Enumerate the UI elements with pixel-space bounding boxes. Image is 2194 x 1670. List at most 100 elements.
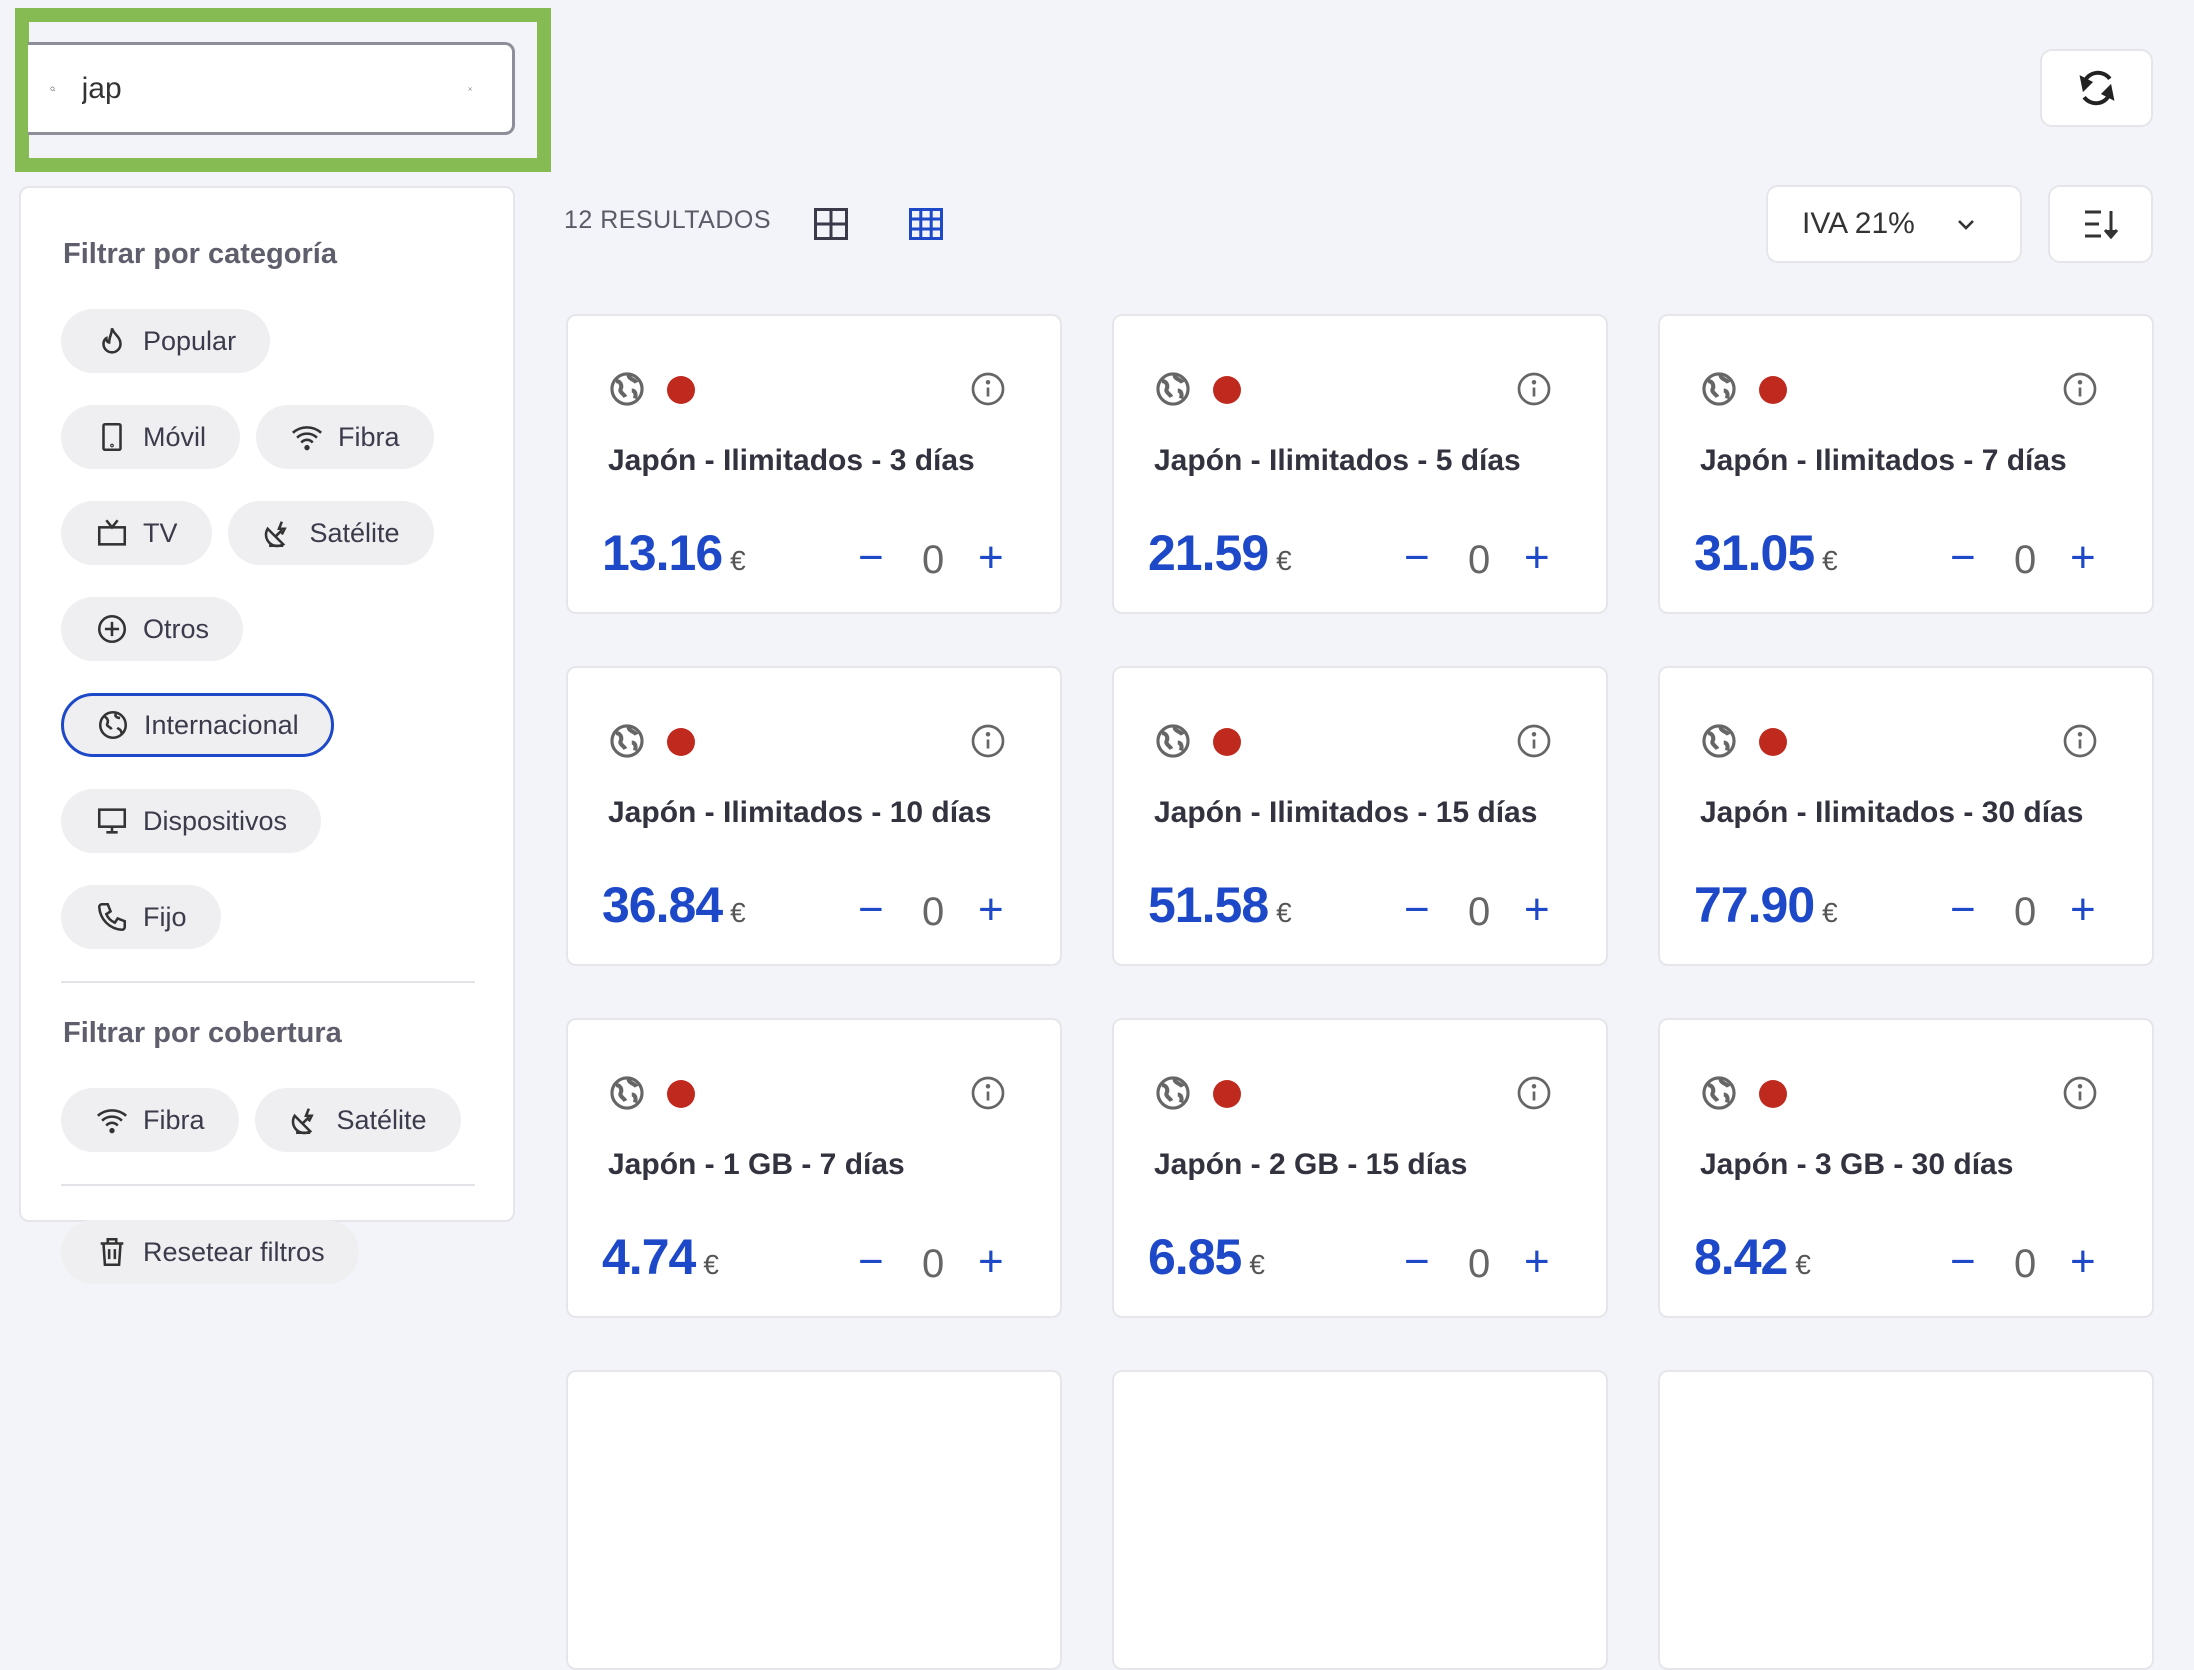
product-card[interactable]: Japón - Ilimitados - 10 días 36.84 € − 0 …: [566, 666, 1062, 966]
refresh-icon: [2079, 70, 2114, 106]
product-price: 4.74 €: [602, 1228, 719, 1286]
chevron-down-icon: [1958, 220, 1974, 230]
currency: €: [730, 545, 746, 576]
increase-quantity-button[interactable]: +: [978, 1237, 1004, 1286]
increase-quantity-button[interactable]: +: [978, 533, 1004, 582]
refresh-button[interactable]: [2040, 49, 2153, 127]
product-card[interactable]: Japón - Ilimitados - 3 días 13.16 € − 0 +: [566, 314, 1062, 614]
decrease-quantity-button[interactable]: −: [1950, 885, 1976, 934]
quantity-value: 0: [922, 538, 945, 582]
price-value: 6.85: [1148, 1229, 1242, 1285]
status-dot: [1213, 1080, 1241, 1108]
category-chip-móvil[interactable]: Móvil: [61, 405, 241, 469]
reset-filters-label: Resetear filtros: [143, 1236, 325, 1267]
product-title: Japón - Ilimitados - 15 días: [1154, 796, 1538, 829]
product-card[interactable]: Japón - Ilimitados - 7 días 31.05 € − 0 +: [1658, 314, 2154, 614]
decrease-quantity-button[interactable]: −: [1950, 533, 1976, 582]
info-icon[interactable]: [2062, 371, 2098, 407]
coverage-chip-satélite[interactable]: Satélite: [254, 1088, 461, 1152]
status-dot: [1759, 728, 1787, 756]
product-price: 6.85 €: [1148, 1228, 1265, 1286]
decrease-quantity-button[interactable]: −: [858, 885, 884, 934]
category-chip-fijo[interactable]: Fijo: [61, 885, 221, 949]
flame-icon: [102, 327, 122, 354]
info-icon[interactable]: [1516, 371, 1552, 407]
product-price: 13.16 €: [602, 524, 746, 582]
category-chips: Popular Móvil Fibra TV Satélite Otros Internac…: [61, 309, 481, 949]
currency: €: [1822, 897, 1838, 928]
increase-quantity-button[interactable]: +: [2070, 1237, 2096, 1286]
increase-quantity-button[interactable]: +: [978, 885, 1004, 934]
clear-search-icon[interactable]: [468, 75, 472, 103]
plus-circle-icon: [97, 614, 127, 644]
info-icon[interactable]: [970, 1075, 1006, 1111]
info-icon[interactable]: [1516, 1075, 1552, 1111]
decrease-quantity-button[interactable]: −: [1404, 533, 1430, 582]
quantity-value: 0: [2014, 890, 2037, 934]
decrease-quantity-button[interactable]: −: [858, 1237, 884, 1286]
category-chip-popular[interactable]: Popular: [61, 309, 271, 373]
status-dot: [1759, 376, 1787, 404]
currency: €: [1795, 1249, 1811, 1280]
status-dot: [667, 1080, 695, 1108]
product-card[interactable]: Japón - Ilimitados - 15 días 51.58 € − 0 …: [1112, 666, 1608, 966]
price-value: 36.84: [602, 877, 723, 933]
price-value: 8.42: [1694, 1229, 1788, 1285]
trash-icon: [100, 1237, 124, 1267]
wifi-icon: [291, 426, 323, 451]
chip-label: Fibra: [338, 421, 400, 452]
price-value: 77.90: [1694, 877, 1815, 933]
increase-quantity-button[interactable]: +: [1524, 885, 1550, 934]
mobile-icon: [102, 422, 122, 452]
category-chip-internacional[interactable]: Internacional: [61, 693, 334, 757]
grid-2x2-view-icon[interactable]: [814, 208, 848, 240]
coverage-chip-fibra[interactable]: Fibra: [61, 1088, 239, 1152]
product-card[interactable]: [1112, 1370, 1608, 1670]
tv-icon: [97, 519, 127, 546]
iva-select-value: IVA 21%: [1802, 207, 1915, 240]
increase-quantity-button[interactable]: +: [2070, 885, 2096, 934]
quantity-value: 0: [2014, 538, 2037, 582]
product-card[interactable]: [1658, 1370, 2154, 1670]
info-icon[interactable]: [2062, 1075, 2098, 1111]
info-icon[interactable]: [970, 371, 1006, 407]
chip-label: Móvil: [143, 421, 207, 452]
decrease-quantity-button[interactable]: −: [1950, 1237, 1976, 1286]
grid-3x3-view-icon[interactable]: [909, 208, 943, 240]
sort-button[interactable]: [2048, 185, 2153, 263]
category-chip-tv[interactable]: TV: [61, 501, 212, 565]
category-chip-fibra[interactable]: Fibra: [256, 405, 434, 469]
divider: [61, 981, 475, 983]
category-chip-satélite[interactable]: Satélite: [227, 501, 434, 565]
product-card[interactable]: Japón - 3 GB - 30 días 8.42 € − 0 +: [1658, 1018, 2154, 1318]
info-icon[interactable]: [2062, 723, 2098, 759]
globe-icon: [1156, 1076, 1190, 1110]
chip-label: Dispositivos: [143, 805, 288, 836]
increase-quantity-button[interactable]: +: [1524, 533, 1550, 582]
product-card[interactable]: Japón - Ilimitados - 30 días 77.90 € − 0 …: [1658, 666, 2154, 966]
globe-icon: [610, 1076, 644, 1110]
currency: €: [703, 1249, 719, 1280]
decrease-quantity-button[interactable]: −: [1404, 885, 1430, 934]
product-card[interactable]: [566, 1370, 1062, 1670]
product-card[interactable]: Japón - Ilimitados - 5 días 21.59 € − 0 +: [1112, 314, 1608, 614]
category-filter-title: Filtrar por categoría: [63, 238, 337, 270]
decrease-quantity-button[interactable]: −: [1404, 1237, 1430, 1286]
increase-quantity-button[interactable]: +: [1524, 1237, 1550, 1286]
iva-select[interactable]: IVA 21%: [1766, 185, 2022, 263]
search-box[interactable]: [28, 42, 515, 135]
increase-quantity-button[interactable]: +: [2070, 533, 2096, 582]
category-chip-dispositivos[interactable]: Dispositivos: [61, 789, 322, 853]
coverage-chips: Fibra Satélite: [61, 1088, 481, 1152]
chip-label: Satélite: [309, 517, 400, 548]
decrease-quantity-button[interactable]: −: [858, 533, 884, 582]
info-icon[interactable]: [1516, 723, 1552, 759]
reset-filters-button[interactable]: Resetear filtros: [61, 1220, 359, 1284]
product-card[interactable]: Japón - 1 GB - 7 días 4.74 € − 0 +: [566, 1018, 1062, 1318]
chip-label: Fijo: [143, 901, 187, 932]
category-chip-otros[interactable]: Otros: [61, 597, 244, 661]
info-icon[interactable]: [970, 723, 1006, 759]
search-input[interactable]: [81, 71, 468, 106]
price-value: 31.05: [1694, 525, 1815, 581]
product-card[interactable]: Japón - 2 GB - 15 días 6.85 € − 0 +: [1112, 1018, 1608, 1318]
